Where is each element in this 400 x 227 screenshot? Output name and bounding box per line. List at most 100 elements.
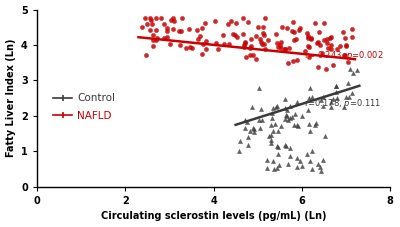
Point (308, 37, 314, 40)
Point (324, 37, 330, 41)
Y-axis label: Fatty Liver Index (Ln): Fatty Liver Index (Ln) (6, 39, 16, 158)
Point (304, 36, 311, 40)
Point (176, 29, 182, 33)
Point (305, 108, 312, 111)
Point (316, 30, 322, 34)
Point (282, 117, 289, 121)
Point (242, 126, 248, 130)
Text: r=0.178, $p$=0.111: r=0.178, $p$=0.111 (304, 97, 382, 110)
Point (188, 46, 195, 49)
Point (320, 104, 327, 108)
Point (274, 41, 280, 44)
Point (265, 38, 271, 42)
Point (330, 97, 336, 101)
Point (244, 21, 251, 24)
Point (321, 21, 328, 25)
Point (264, 166, 271, 170)
Point (149, 23, 156, 26)
Point (255, 25, 261, 29)
Point (282, 143, 288, 146)
Point (318, 169, 325, 172)
Point (319, 96, 326, 99)
Point (249, 106, 255, 109)
Point (308, 36, 314, 39)
Point (292, 112, 299, 116)
Point (350, 71, 356, 75)
Point (237, 139, 244, 142)
Point (282, 113, 289, 117)
Point (161, 22, 168, 26)
Point (307, 129, 314, 133)
Point (258, 118, 265, 122)
Point (313, 121, 319, 124)
Point (348, 35, 355, 39)
Point (241, 46, 247, 49)
Point (284, 108, 290, 112)
Point (287, 154, 293, 158)
Point (334, 96, 341, 100)
Point (242, 118, 248, 121)
Point (240, 43, 247, 47)
Point (142, 17, 148, 20)
Point (258, 107, 264, 111)
Point (253, 57, 260, 60)
Point (220, 33, 226, 37)
Point (198, 52, 205, 56)
Point (275, 152, 282, 156)
Point (150, 44, 156, 48)
Point (291, 123, 298, 127)
Point (273, 32, 280, 36)
Point (305, 45, 312, 48)
Point (324, 41, 330, 44)
Point (296, 26, 303, 30)
Point (346, 67, 353, 71)
Point (294, 165, 300, 168)
Point (245, 143, 251, 146)
Point (262, 17, 268, 20)
Point (341, 105, 348, 109)
Point (147, 28, 154, 32)
Point (328, 35, 334, 38)
Point (213, 42, 219, 45)
Point (268, 112, 275, 115)
Point (150, 38, 156, 42)
Point (321, 38, 328, 42)
Point (186, 45, 193, 49)
Point (299, 114, 306, 118)
Point (302, 50, 308, 53)
Point (240, 32, 246, 36)
Point (304, 31, 310, 35)
Point (343, 43, 350, 47)
Point (158, 17, 165, 20)
Point (148, 18, 155, 22)
Point (268, 142, 274, 145)
Point (275, 45, 281, 49)
Point (232, 34, 238, 37)
Point (354, 68, 360, 72)
Point (244, 120, 251, 124)
Point (282, 47, 288, 51)
Point (202, 39, 209, 43)
Point (278, 41, 284, 44)
Point (260, 25, 266, 29)
Point (317, 98, 324, 101)
Point (153, 38, 159, 42)
Point (240, 17, 246, 20)
Point (346, 95, 352, 99)
Point (348, 91, 355, 95)
Point (286, 46, 292, 50)
Point (199, 27, 206, 30)
Point (242, 41, 248, 45)
Point (166, 42, 173, 46)
Point (282, 106, 288, 110)
Point (247, 53, 253, 57)
Point (272, 122, 278, 126)
Point (345, 81, 351, 84)
Point (170, 17, 176, 20)
Point (143, 53, 150, 57)
Point (256, 86, 262, 90)
Point (294, 123, 300, 127)
Point (294, 58, 300, 62)
Point (333, 91, 340, 94)
Point (250, 126, 256, 130)
